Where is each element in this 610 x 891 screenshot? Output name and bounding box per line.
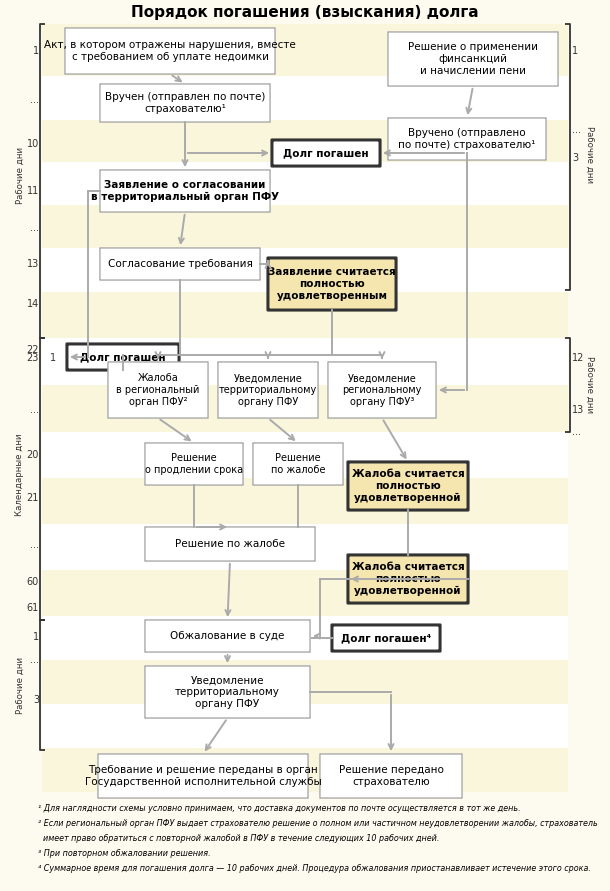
Text: 12: 12: [572, 353, 584, 363]
Text: Уведомление
региональному
органу ПФУ³: Уведомление региональному органу ПФУ³: [342, 373, 422, 406]
Bar: [42, 660, 568, 704]
Text: Жалоба считается
полностью
удовлетворенной: Жалоба считается полностью удовлетворенн…: [351, 470, 464, 503]
Text: Решение передано
страхователю: Решение передано страхователю: [339, 765, 443, 787]
FancyBboxPatch shape: [218, 362, 318, 418]
Bar: [42, 570, 568, 616]
Text: Долг погашен: Долг погашен: [283, 148, 369, 158]
Text: ² Если региональный орган ПФУ выдает страхователю решение о полном или частичном: ² Если региональный орган ПФУ выдает стр…: [38, 819, 598, 828]
Text: 10: 10: [27, 139, 39, 149]
FancyBboxPatch shape: [388, 32, 558, 86]
Text: ¹ Для наглядности схемы условно принимаем, что доставка документов по почте осущ: ¹ Для наглядности схемы условно принимае…: [38, 804, 520, 813]
Bar: [42, 248, 568, 292]
Bar: [42, 205, 568, 248]
Text: ...: ...: [30, 95, 39, 105]
Text: Акт, в котором отражены нарушения, вместе
с требованием об уплате недоимки: Акт, в котором отражены нарушения, вмест…: [44, 40, 296, 61]
FancyBboxPatch shape: [145, 666, 310, 718]
Text: Жалоба считается
полностью
удовлетворенной: Жалоба считается полностью удовлетворенн…: [351, 562, 464, 596]
Bar: [42, 76, 568, 120]
Bar: [42, 385, 568, 432]
FancyBboxPatch shape: [328, 362, 436, 418]
Text: 1: 1: [50, 353, 56, 363]
FancyBboxPatch shape: [268, 258, 396, 310]
Text: Уведомление
территориальному
органу ПФУ: Уведомление территориальному органу ПФУ: [175, 675, 280, 708]
Bar: [42, 292, 568, 338]
Text: имеет право обратиться с повторной жалобой в ПФУ в течение следующих 10 рабочих : имеет право обратиться с повторной жалоб…: [38, 834, 439, 843]
Text: Долг погашен: Долг погашен: [80, 352, 166, 362]
FancyBboxPatch shape: [272, 140, 380, 166]
FancyBboxPatch shape: [332, 625, 440, 651]
Text: Рабочие дни: Рабочие дни: [15, 146, 24, 203]
Text: 1: 1: [33, 632, 39, 642]
Text: Календарные дни: Календарные дни: [15, 434, 24, 516]
Text: Заявление о согласовании
в территориальный орган ПФУ: Заявление о согласовании в территориальн…: [91, 180, 279, 202]
FancyBboxPatch shape: [145, 620, 310, 652]
Bar: [42, 524, 568, 570]
Text: Рабочие дни: Рабочие дни: [586, 127, 595, 184]
Bar: [42, 162, 568, 205]
Text: 13: 13: [572, 405, 584, 415]
FancyBboxPatch shape: [253, 443, 343, 485]
FancyBboxPatch shape: [320, 754, 462, 798]
Text: Согласование требования: Согласование требования: [107, 259, 253, 269]
Text: Решение по жалобе: Решение по жалобе: [175, 539, 285, 549]
Bar: [42, 616, 568, 660]
Text: Решение о применении
финсанкций
и начислении пени: Решение о применении финсанкций и начисл…: [408, 43, 538, 76]
Text: ³ При повторном обжаловании решения.: ³ При повторном обжаловании решения.: [38, 849, 210, 858]
Text: Вручено (отправлено
по почте) страхователю¹: Вручено (отправлено по почте) страховате…: [398, 128, 536, 150]
Text: 61: 61: [27, 603, 39, 613]
Bar: [42, 24, 568, 76]
Text: 20: 20: [27, 450, 39, 460]
FancyBboxPatch shape: [100, 170, 270, 212]
Text: 21: 21: [27, 493, 39, 503]
Text: Долг погашен⁴: Долг погашен⁴: [341, 633, 431, 643]
Bar: [42, 338, 568, 385]
Text: 14: 14: [27, 299, 39, 309]
FancyBboxPatch shape: [67, 344, 179, 370]
Text: ⁴ Суммарное время для погашения долга — 10 рабочих дней. Процедура обжалования п: ⁴ Суммарное время для погашения долга — …: [38, 864, 591, 873]
FancyBboxPatch shape: [65, 28, 275, 74]
Text: ...: ...: [30, 655, 39, 665]
FancyBboxPatch shape: [348, 462, 468, 510]
Text: 22: 22: [26, 345, 39, 355]
Text: Решение
по жалобе: Решение по жалобе: [271, 454, 325, 475]
Text: 1: 1: [33, 46, 39, 56]
FancyBboxPatch shape: [348, 555, 468, 603]
Text: Жалоба
в региональный
орган ПФУ²: Жалоба в региональный орган ПФУ²: [117, 373, 199, 406]
FancyBboxPatch shape: [98, 754, 308, 798]
Text: ...: ...: [30, 405, 39, 415]
Text: Заявление считается
полностью
удовлетворенным: Заявление считается полностью удовлетвор…: [268, 267, 396, 300]
Text: 13: 13: [27, 259, 39, 269]
FancyBboxPatch shape: [388, 118, 546, 160]
Text: ...: ...: [30, 223, 39, 233]
Text: ...: ...: [572, 125, 581, 135]
FancyBboxPatch shape: [145, 443, 243, 485]
Text: ...: ...: [572, 427, 581, 437]
Text: Рабочие дни: Рабочие дни: [586, 356, 595, 413]
Text: Уведомление
территориальному
органу ПФУ: Уведомление территориальному органу ПФУ: [219, 373, 317, 406]
Text: Порядок погашения (взыскания) долга: Порядок погашения (взыскания) долга: [131, 5, 479, 20]
Text: 3: 3: [33, 695, 39, 705]
Text: 1: 1: [572, 46, 578, 56]
Text: Требование и решение переданы в орган
Государственной исполнительной службы: Требование и решение переданы в орган Го…: [85, 765, 321, 787]
FancyBboxPatch shape: [100, 84, 270, 122]
Text: 3: 3: [572, 153, 578, 163]
Bar: [42, 478, 568, 524]
Bar: [42, 120, 568, 162]
Text: 60: 60: [27, 577, 39, 587]
Text: Вручен (отправлен по почте)
страхователю¹: Вручен (отправлен по почте) страхователю…: [105, 92, 265, 114]
Text: Рабочие дни: Рабочие дни: [15, 657, 24, 714]
FancyBboxPatch shape: [100, 248, 260, 280]
FancyBboxPatch shape: [108, 362, 208, 418]
Text: Обжалование в суде: Обжалование в суде: [170, 631, 285, 641]
FancyBboxPatch shape: [145, 527, 315, 561]
Bar: [42, 704, 568, 748]
Bar: [42, 748, 568, 792]
Bar: [42, 432, 568, 478]
Text: 23: 23: [27, 353, 39, 363]
Text: ...: ...: [30, 540, 39, 550]
Text: 11: 11: [27, 186, 39, 196]
Text: Решение
о продлении срока: Решение о продлении срока: [145, 454, 243, 475]
